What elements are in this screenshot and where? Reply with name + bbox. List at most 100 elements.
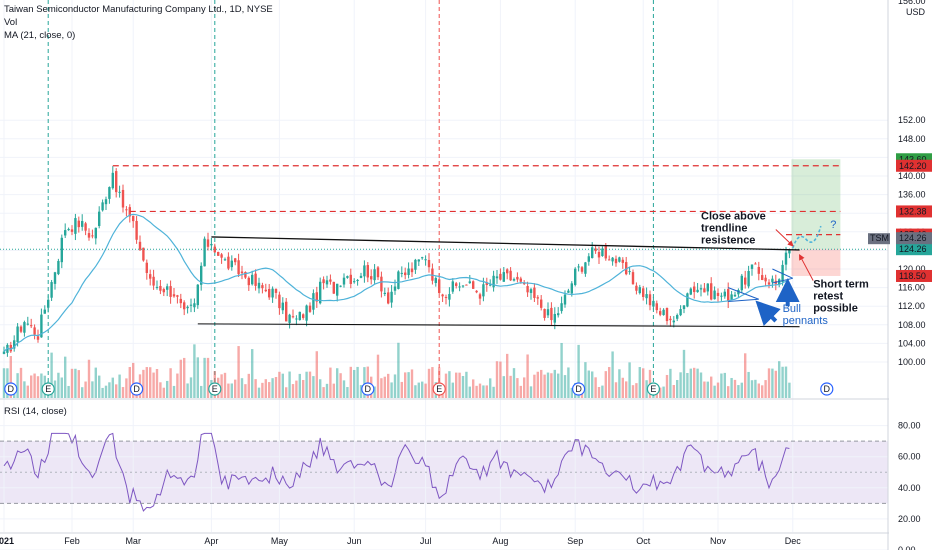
volume-bar (70, 368, 74, 398)
candle-body (475, 290, 478, 293)
volume-bar (553, 369, 556, 398)
volume-bar (737, 385, 740, 398)
question-mark: ? (830, 219, 836, 231)
candle-body (478, 294, 482, 299)
rsi-indicator-label[interactable]: RSI (14, close) (4, 406, 67, 417)
volume-bar (716, 382, 720, 398)
volume-bar (689, 368, 692, 398)
candle-body (179, 298, 182, 304)
volume-bar (764, 380, 767, 398)
candle-body (546, 309, 550, 316)
candle-body (291, 316, 295, 318)
volume-bar (400, 381, 403, 398)
volume-bar (108, 382, 111, 398)
candle-body (230, 260, 233, 268)
volume-bar (64, 356, 67, 398)
volume-bar (608, 367, 611, 398)
volume-bar (628, 362, 631, 398)
candle-body (115, 171, 118, 193)
volume-bar (166, 380, 169, 398)
volume-bar (451, 382, 454, 398)
candle-body (70, 229, 74, 232)
volume-bar (376, 354, 380, 398)
volume-bar (152, 372, 155, 398)
volume-bar (169, 368, 172, 398)
candle-body (380, 276, 383, 292)
candle-body (577, 266, 580, 268)
lower-trendline (197, 323, 800, 328)
volume-bar (77, 370, 80, 398)
volume-bar (359, 385, 363, 398)
time-axis-label: Jun (347, 536, 362, 546)
volume-bar (40, 373, 43, 398)
candle-body (591, 247, 594, 258)
candle-body (686, 293, 689, 307)
candle-body (696, 289, 699, 293)
volume-bar (710, 376, 713, 398)
volume-bar (60, 377, 63, 398)
candle-body (659, 311, 662, 315)
volume-bar (696, 368, 699, 398)
volume-bar (111, 377, 114, 398)
candle-body (203, 238, 206, 267)
candle-body (189, 304, 193, 306)
candle-body (183, 302, 186, 310)
volume-bar (495, 361, 499, 398)
volume-bar (757, 383, 760, 398)
candle-body (370, 276, 373, 280)
volume-bar (145, 367, 148, 398)
upper-trendline (211, 236, 800, 251)
candle-body (427, 259, 431, 268)
volume-bar (478, 383, 482, 398)
event-marker-label: D (8, 384, 15, 394)
volume-bar (390, 382, 393, 398)
volume-bar (23, 381, 26, 398)
volume-bar (669, 368, 672, 398)
volume-bar (550, 373, 553, 398)
time-axis-label: Oct (636, 536, 651, 546)
volume-bar (240, 378, 244, 398)
volume-bar (597, 387, 601, 398)
price-tick-label: 136.00 (898, 190, 926, 200)
candle-body (57, 260, 60, 275)
price-badge-label: 142.20 (899, 161, 927, 171)
volume-bar (461, 376, 465, 398)
candle-body (121, 189, 125, 208)
ma-indicator-label[interactable]: MA (21, close, 0) (4, 30, 76, 41)
volume-bar (679, 372, 682, 398)
price-badge-label: 118.50 (899, 271, 926, 281)
volume-bar (285, 387, 288, 398)
volume-bar (682, 349, 686, 398)
candle-body (359, 275, 363, 278)
chart-title[interactable]: Taiwan Semiconductor Manufacturing Compa… (4, 4, 273, 15)
price-badge-label: 124.26 (899, 244, 927, 254)
candle-body (557, 313, 560, 316)
volume-bar (516, 378, 519, 398)
pennant-arrow (755, 300, 781, 326)
retest-arrow (799, 253, 814, 281)
volume-bar (121, 387, 125, 398)
volume-bar (519, 385, 522, 398)
candle-body (101, 202, 104, 211)
volume-bar (625, 381, 628, 398)
volume-bar (587, 370, 590, 398)
volume-bar (591, 371, 594, 398)
time-axis-label: Jul (420, 536, 432, 546)
volume-bar (155, 368, 159, 398)
candle-body (104, 199, 108, 205)
ticker-value-badge (896, 232, 932, 245)
volume-bar (247, 373, 250, 398)
time-axis-label: Nov (710, 536, 727, 546)
volume-indicator-label[interactable]: Vol (4, 17, 18, 28)
volume-bar (584, 362, 587, 398)
volume-bar (325, 383, 329, 398)
candle-body (594, 248, 597, 252)
volume-bar (176, 373, 179, 398)
candle-body (529, 289, 533, 293)
volume-bar (659, 387, 662, 398)
candle-body (393, 286, 397, 291)
price-tick-label: 104.00 (898, 338, 926, 348)
candle-body (550, 307, 553, 321)
candle-body (761, 275, 764, 281)
candle-body (519, 278, 522, 282)
